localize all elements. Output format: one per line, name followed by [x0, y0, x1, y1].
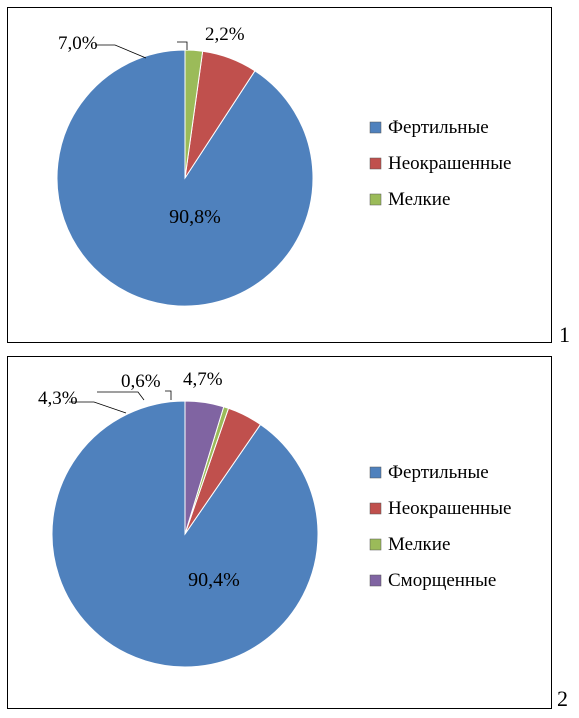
pie-slice-2-4 — [184, 400, 225, 535]
legend-label-2-1: Фертильные — [388, 462, 489, 483]
legend-label-2-2: Неокрашенные — [388, 498, 511, 519]
panel-number-2: 2 — [557, 686, 568, 711]
chart-panel-1: 90,8% 7,0% 2,2% Фертильные Неокрашенные Мелки… — [7, 7, 552, 343]
legend-swatch-2-4 — [369, 574, 382, 587]
chart-panel-2: 90,4% 4,3% 0,6% 4,7% Фертильные Неокрашенные М… — [7, 356, 552, 709]
leader-line-1-2 — [95, 44, 147, 59]
legend-label-1-3: Мелкие — [388, 189, 450, 210]
pie-slice-1-3 — [184, 49, 204, 179]
leader-line-2-4 — [165, 390, 172, 400]
data-label-2-2: 4,3% — [38, 388, 78, 409]
legend-swatch-2-2 — [369, 502, 382, 515]
legend-swatch-2-3 — [369, 538, 382, 551]
leader-line-1-3 — [177, 41, 188, 50]
leader-line-2-3 — [97, 391, 145, 401]
leader-line-2-2 — [69, 401, 127, 414]
legend-label-1-1: Фертильные — [388, 117, 489, 138]
panel-number-1: 1 — [559, 322, 570, 347]
legend-swatch-1-1 — [369, 121, 382, 134]
data-label-2-1: 90,4% — [188, 569, 240, 591]
data-label-1-2: 7,0% — [58, 33, 98, 54]
pie-chart-1: 90,8% 7,0% 2,2% Фертильные Неокрашенные Мелки… — [56, 24, 511, 307]
legend-swatch-1-2 — [369, 157, 382, 170]
legend-swatch-1-3 — [369, 193, 382, 206]
legend-label-2-4: Сморщенные — [388, 570, 496, 591]
pie-chart-2: 90,4% 4,3% 0,6% 4,7% Фертильные Неокрашенные М… — [38, 369, 511, 668]
data-label-1-1: 90,8% — [169, 206, 221, 228]
legend-label-2-3: Мелкие — [388, 534, 450, 555]
data-label-2-4: 4,7% — [183, 369, 223, 390]
legend-label-1-2: Неокрашенные — [388, 153, 511, 174]
data-label-1-3: 2,2% — [205, 24, 245, 45]
legend-swatch-2-1 — [369, 466, 382, 479]
data-label-2-3: 0,6% — [121, 371, 161, 392]
